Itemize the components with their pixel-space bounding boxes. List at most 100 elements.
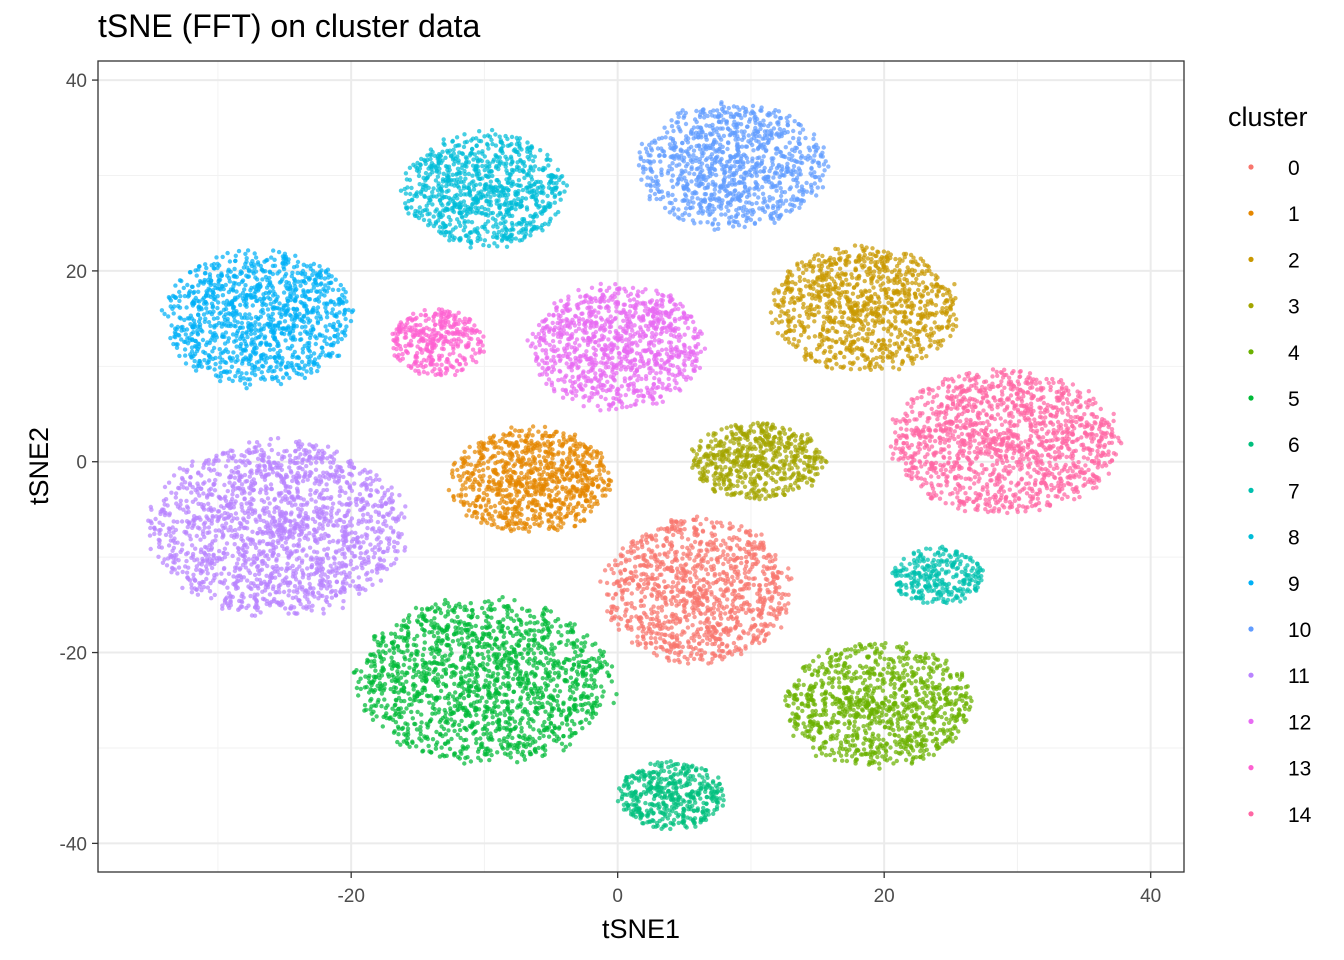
data-point [809, 714, 814, 719]
data-point [866, 327, 871, 332]
data-point [571, 505, 576, 511]
data-point [958, 693, 963, 698]
data-point [869, 348, 875, 353]
data-point [844, 277, 849, 282]
data-point [619, 561, 624, 566]
data-point [688, 543, 694, 548]
data-point [809, 307, 814, 312]
data-point [698, 438, 703, 444]
data-point [898, 659, 903, 664]
data-point [717, 554, 723, 560]
data-point [804, 480, 810, 485]
data-point [901, 675, 906, 680]
data-point [822, 691, 828, 696]
data-point [433, 711, 438, 716]
data-point [578, 518, 583, 524]
data-point [682, 527, 687, 532]
data-point [478, 455, 484, 461]
data-point [729, 652, 735, 657]
data-point [700, 528, 706, 533]
data-point [872, 760, 877, 765]
data-point [846, 719, 852, 724]
data-point [718, 632, 723, 637]
data-point [512, 462, 518, 467]
data-point [828, 655, 833, 661]
data-point [786, 437, 792, 442]
data-point [720, 524, 725, 529]
data-point [587, 460, 592, 466]
data-point [833, 315, 838, 320]
data-point [814, 346, 820, 352]
data-point [646, 625, 651, 630]
data-point [735, 474, 741, 479]
data-point [912, 715, 917, 720]
data-point [757, 583, 762, 588]
data-point [499, 446, 504, 451]
data-point [520, 655, 525, 661]
data-point [653, 640, 659, 645]
data-point [556, 479, 562, 485]
data-point [801, 682, 806, 688]
data-point [696, 585, 702, 591]
data-point [731, 552, 736, 558]
data-point [852, 723, 857, 729]
data-point [887, 731, 892, 737]
data-point [496, 450, 501, 456]
data-point [698, 620, 703, 625]
data-point [825, 327, 830, 333]
data-point [728, 526, 733, 531]
data-point [931, 691, 936, 696]
data-point [831, 736, 836, 741]
data-point [709, 557, 714, 562]
data-point [953, 691, 958, 696]
data-point [606, 470, 611, 475]
data-point [537, 523, 542, 528]
data-point [789, 286, 795, 292]
data-point [686, 644, 691, 650]
data-point [808, 302, 814, 308]
data-point [886, 725, 891, 730]
data-point [660, 596, 665, 601]
data-point [731, 557, 736, 562]
data-point [643, 645, 648, 650]
data-point [843, 673, 848, 678]
data-point [824, 459, 829, 465]
data-point [853, 648, 858, 654]
data-point [682, 605, 687, 611]
data-point [735, 448, 741, 453]
data-point [927, 311, 933, 316]
data-point [923, 651, 928, 657]
data-point [580, 726, 585, 731]
data-point [891, 727, 896, 733]
data-point [718, 486, 723, 491]
data-point [729, 582, 734, 587]
data-point [642, 581, 647, 587]
data-point [637, 615, 642, 620]
data-point [910, 273, 916, 278]
data-point [737, 491, 742, 496]
data-point [796, 678, 802, 683]
data-point [793, 438, 798, 443]
data-point [715, 547, 720, 552]
data-point [690, 605, 695, 611]
data-point [868, 251, 873, 257]
data-point [766, 611, 771, 616]
data-point [605, 483, 611, 488]
data-point [862, 365, 867, 370]
data-point [844, 752, 849, 758]
data-point [910, 280, 915, 286]
data-point [493, 509, 498, 514]
data-point [899, 714, 904, 719]
data-point [772, 434, 777, 440]
data-point [928, 298, 934, 303]
data-point [877, 766, 882, 771]
data-point [681, 585, 686, 590]
data-point [948, 717, 953, 722]
data-point [442, 601, 447, 607]
data-point [711, 540, 716, 545]
data-point [818, 331, 823, 337]
data-point [891, 713, 896, 718]
data-point [892, 276, 897, 282]
data-point [896, 727, 902, 732]
data-point [890, 359, 895, 364]
